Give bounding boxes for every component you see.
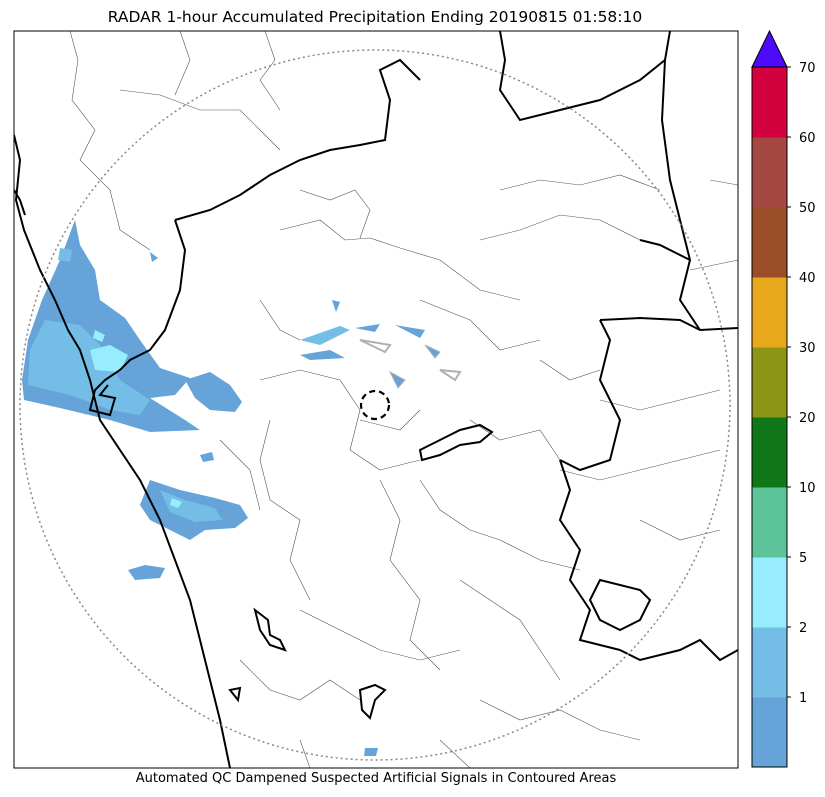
map-title: RADAR 1-hour Accumulated Precipitation E… — [107, 8, 643, 26]
colorbar-segment — [752, 137, 787, 208]
colorbar-tick-label: 20 — [799, 411, 816, 426]
precip-south-cell — [128, 480, 378, 756]
colorbar-extend-arrow — [751, 29, 788, 68]
colorbar-segment — [752, 627, 787, 698]
colorbar: 1 2 5 10 20 30 40 50 60 70 — [751, 29, 816, 768]
colorbar-tick-label: 70 — [799, 61, 816, 76]
precip-center-streaks — [300, 300, 462, 389]
colorbar-segment — [752, 557, 787, 628]
colorbar-segment — [752, 487, 787, 558]
colorbar-segment — [752, 207, 787, 278]
district-borders — [69, 31, 738, 768]
state-borders — [14, 31, 738, 768]
colorbar-segment — [752, 347, 787, 418]
colorbar-segment — [752, 277, 787, 348]
colorbar-tick-label: 2 — [799, 621, 807, 636]
colorbar-tick-label: 10 — [799, 481, 816, 496]
colorbar-tick-label: 30 — [799, 341, 816, 356]
colorbar-tick-label: 60 — [799, 131, 816, 146]
map-frame — [13, 30, 739, 769]
colorbar-tick-label: 50 — [799, 201, 816, 216]
colorbar-tick-label: 5 — [799, 551, 807, 566]
radar-site-marker — [359, 389, 391, 421]
colorbar-segment — [752, 417, 787, 488]
map-footer: Automated QC Dampened Suspected Artifici… — [135, 771, 617, 786]
range-ring — [19, 49, 731, 761]
colorbar-segment — [752, 697, 787, 768]
colorbar-tick-label: 40 — [799, 271, 816, 286]
colorbar-tick-label: 1 — [799, 691, 807, 706]
colorbar-segment — [752, 67, 787, 138]
precip-west-band — [22, 220, 242, 462]
